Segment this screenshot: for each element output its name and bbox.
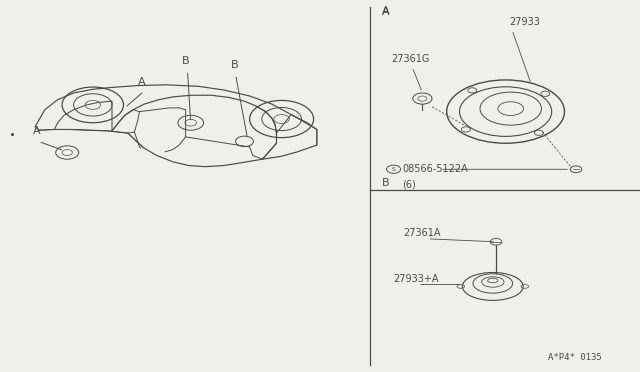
Text: S: S — [392, 167, 396, 172]
Text: A: A — [33, 126, 41, 136]
Text: B: B — [182, 56, 189, 66]
Text: 08566-5122A: 08566-5122A — [402, 164, 468, 174]
Text: 27933: 27933 — [509, 16, 540, 26]
Text: A: A — [381, 6, 389, 16]
Ellipse shape — [488, 278, 498, 283]
Text: (6): (6) — [403, 179, 416, 189]
Text: A: A — [138, 77, 146, 87]
Text: 27361A: 27361A — [403, 228, 441, 238]
Text: 27933+A: 27933+A — [394, 274, 439, 284]
Text: B: B — [381, 178, 389, 188]
Text: B: B — [230, 60, 238, 70]
Text: A: A — [381, 7, 389, 17]
Text: 27361G: 27361G — [392, 54, 430, 64]
Text: A*P4* 0135: A*P4* 0135 — [548, 353, 602, 362]
